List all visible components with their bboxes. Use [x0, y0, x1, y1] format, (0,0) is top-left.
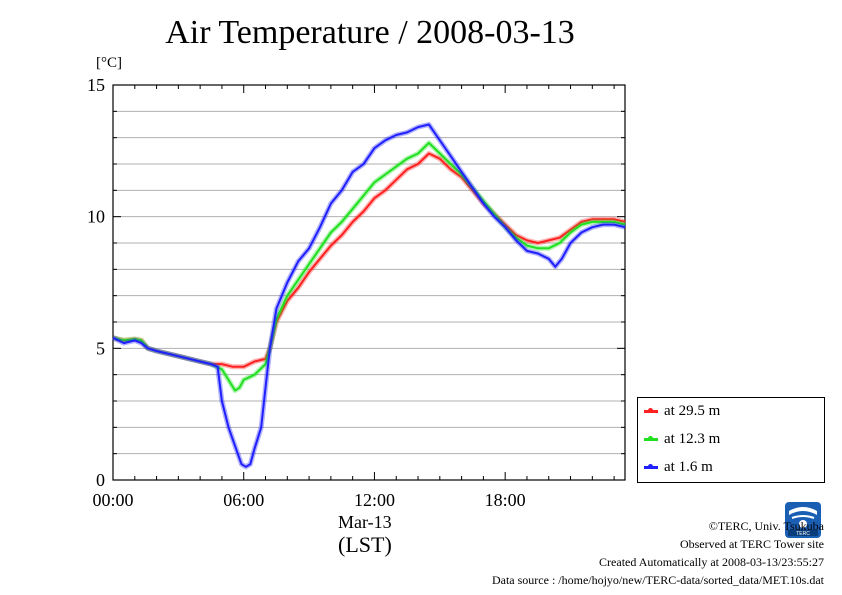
- x-date-label: Mar-13: [338, 512, 392, 532]
- legend-item-12-3m: at 12.3 m: [644, 429, 720, 449]
- series-line-2: [112, 123, 626, 468]
- x-tick-label: 12:00: [354, 490, 395, 510]
- x-tick-label: 00:00: [92, 490, 133, 510]
- footer-source: Data source : /home/hojyo/new/TERC-data/…: [491, 573, 824, 587]
- footer-observed: Observed at TERC Tower site: [679, 537, 824, 551]
- y-tick-label: 0: [96, 470, 105, 490]
- y-tick-label: 5: [96, 338, 105, 358]
- plot-frame: [112, 84, 626, 481]
- footer-copyright: ©TERC, Univ. Tsukuba: [708, 519, 824, 533]
- y-tick-label: 15: [87, 75, 105, 95]
- x-tick-label: 18:00: [485, 490, 526, 510]
- chart-title: Air Temperature / 2008-03-13: [165, 14, 575, 51]
- legend-label-12-3m: at 12.3 m: [664, 430, 721, 447]
- legend-swatch-29-5m: [644, 407, 658, 413]
- y-unit-label: [°C]: [96, 55, 122, 71]
- legend-item-1-6m: at 1.6 m: [644, 457, 713, 477]
- terc-logo-icon: TERC: [785, 502, 821, 538]
- legend-swatch-1-6m: [644, 463, 658, 469]
- series-band-1: [112, 140, 626, 393]
- legend-label-29-5m: at 29.5 m: [664, 402, 721, 419]
- footer-created: Created Automatically at 2008-03-13/23:5…: [599, 555, 824, 569]
- legend-item-29-5m: at 29.5 m: [644, 401, 720, 421]
- x-axis-label: (LST): [338, 532, 392, 557]
- series-line-1: [112, 141, 626, 392]
- logo-text: TERC: [796, 531, 810, 537]
- legend: at 29.5 m at 12.3 m at 1.6 m: [637, 397, 825, 483]
- legend-swatch-12-3m: [644, 435, 658, 441]
- legend-label-1-6m: at 1.6 m: [664, 458, 713, 475]
- x-tick-label: 06:00: [223, 490, 264, 510]
- y-tick-label: 10: [87, 207, 105, 227]
